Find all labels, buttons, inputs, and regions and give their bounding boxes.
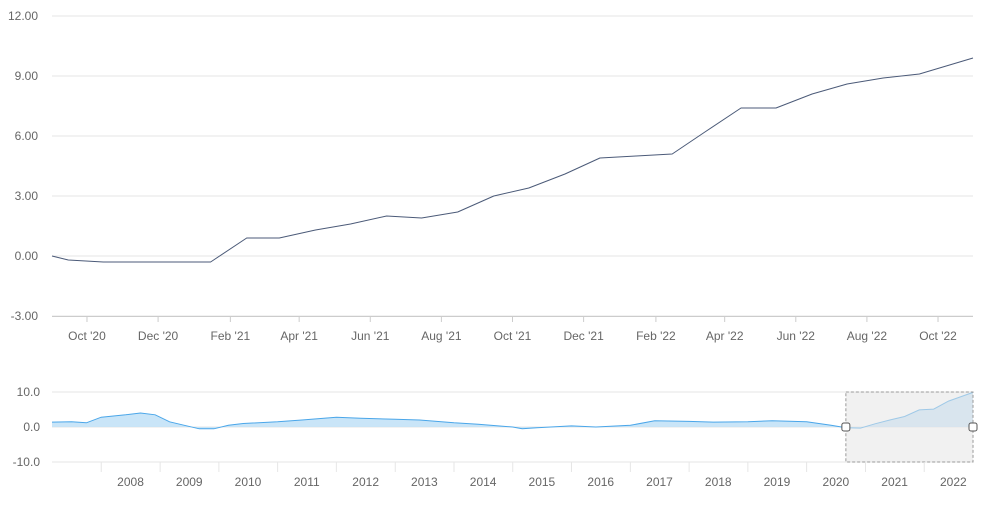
navigator-x-axis: 2008 2009 2010 2011 2012 2013 2014 2015 2016 2017… [100, 462, 967, 489]
main-y-axis: -3.00 0.00 3.00 6.00 9.00 12.00 [8, 9, 38, 323]
navigator-x-tick-label: 2013 [411, 475, 438, 489]
y-tick-label: 6.00 [15, 129, 39, 143]
x-tick-label: Feb '21 [211, 329, 251, 343]
navigator-area [52, 392, 973, 429]
navigator-x-tick-label: 2015 [529, 475, 556, 489]
navigator-line [51, 391, 974, 430]
navigator-y-axis: -10.0 0.0 10.0 [13, 385, 41, 469]
main-line-chart: -3.00 0.00 3.00 6.00 9.00 12.00 Oct '20 Dec '2… [8, 9, 974, 343]
navigator-x-tick-label: 2012 [352, 475, 379, 489]
navigator-x-tick-label: 2019 [764, 475, 791, 489]
navigator-x-tick-label: 2008 [117, 475, 144, 489]
navigator-y-tick-label: 10.0 [17, 385, 41, 399]
navigator-x-tick-label: 2022 [940, 475, 967, 489]
x-tick-label: Jun '21 [351, 329, 390, 343]
x-tick-label: Oct '21 [494, 329, 532, 343]
navigator-x-tick-label: 2011 [294, 475, 320, 489]
x-tick-label: Dec '21 [563, 329, 604, 343]
navigator-selected-range[interactable] [845, 391, 974, 463]
navigator-x-tick-label: 2018 [705, 475, 732, 489]
y-tick-label: 0.00 [15, 249, 39, 263]
navigator-x-tick-label: 2020 [823, 475, 850, 489]
x-tick-label: Jun '22 [777, 329, 816, 343]
navigator-series [51, 391, 974, 430]
x-tick-label: Aug '21 [421, 329, 462, 343]
y-tick-label: 12.00 [8, 9, 38, 23]
navigator-x-tick-label: 2017 [646, 475, 673, 489]
navigator-x-tick-label: 2021 [881, 475, 908, 489]
navigator-y-tick-label: -10.0 [13, 455, 41, 469]
navigator-x-tick-label: 2009 [176, 475, 203, 489]
x-tick-label: Apr '22 [706, 329, 744, 343]
x-tick-label: Oct '22 [919, 329, 957, 343]
x-tick-label: Dec '20 [138, 329, 179, 343]
main-series-line [51, 57, 974, 263]
navigator-x-tick-label: 2016 [587, 475, 614, 489]
main-gridlines [52, 15, 973, 317]
y-tick-label: -3.00 [11, 309, 39, 323]
y-tick-label: 9.00 [15, 69, 39, 83]
x-tick-label: Feb '22 [636, 329, 676, 343]
x-tick-label: Oct '20 [68, 329, 106, 343]
navigator-x-tick-label: 2014 [470, 475, 497, 489]
navigator-chart[interactable]: -10.0 0.0 10.0 2008 2009 2010 2011 2012 2013 201… [0, 352, 1001, 516]
x-tick-label: Apr '21 [280, 329, 318, 343]
navigator-selection[interactable] [841, 391, 978, 463]
x-tick-label: Aug '22 [847, 329, 888, 343]
navigator-y-tick-label: 0.0 [23, 420, 40, 434]
navigator-right-handle[interactable] [968, 422, 978, 432]
main-series [51, 57, 974, 263]
navigator-left-handle[interactable] [841, 422, 851, 432]
navigator-x-tick-label: 2010 [235, 475, 262, 489]
main-x-axis: Oct '20 Dec '20 Feb '21 Apr '21 Jun '21 Aug '… [68, 316, 957, 343]
y-tick-label: 3.00 [15, 189, 39, 203]
